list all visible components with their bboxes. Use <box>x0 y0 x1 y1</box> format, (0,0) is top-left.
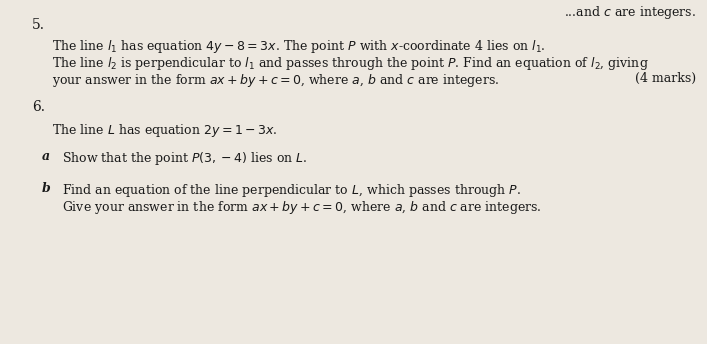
Text: The line $l_1$ has equation $4y - 8 = 3x$. The point $P$ with $x$-coordinate 4 l: The line $l_1$ has equation $4y - 8 = 3x… <box>52 38 546 55</box>
Text: a: a <box>42 150 50 163</box>
Text: (4 marks): (4 marks) <box>636 72 696 85</box>
Text: ...and $c$ are integers.: ...and $c$ are integers. <box>564 4 696 21</box>
Text: b: b <box>42 182 51 195</box>
Text: Find an equation of the line perpendicular to $L$, which passes through $P$.: Find an equation of the line perpendicul… <box>62 182 521 199</box>
Text: your answer in the form $ax + by + c = 0$, where $a$, $b$ and $c$ are integers.: your answer in the form $ax + by + c = 0… <box>52 72 499 89</box>
Text: 6.: 6. <box>32 100 45 114</box>
Text: The line $L$ has equation $2y = 1 - 3x$.: The line $L$ has equation $2y = 1 - 3x$. <box>52 122 278 139</box>
Text: 5.: 5. <box>32 18 45 32</box>
Text: Give your answer in the form $ax + by + c = 0$, where $a$, $b$ and $c$ are integ: Give your answer in the form $ax + by + … <box>62 199 542 216</box>
Text: Show that the point $P(3, -4)$ lies on $L$.: Show that the point $P(3, -4)$ lies on $… <box>62 150 308 167</box>
Text: The line $l_2$ is perpendicular to $l_1$ and passes through the point $P$. Find : The line $l_2$ is perpendicular to $l_1$… <box>52 55 649 72</box>
